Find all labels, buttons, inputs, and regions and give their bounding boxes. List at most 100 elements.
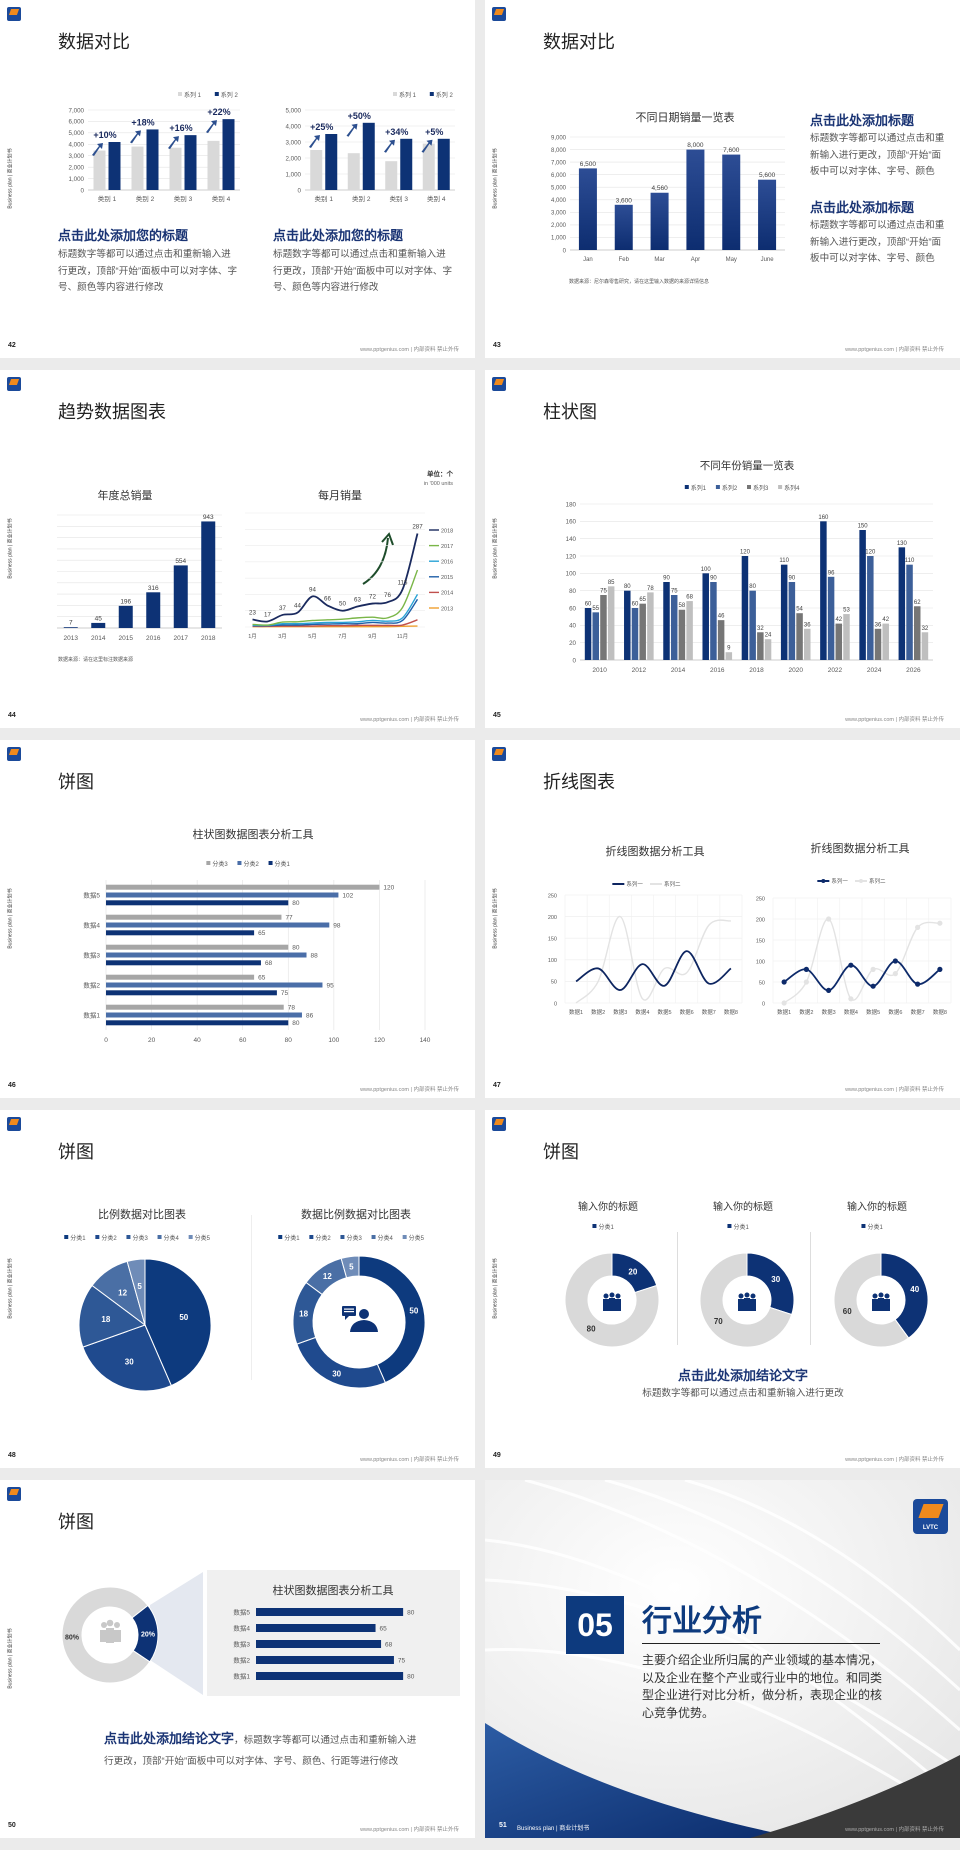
data-label: 32 — [757, 626, 764, 632]
footer-text: www.pptgenius.com | 内部资料 禁止外传 — [360, 347, 459, 353]
bar — [118, 605, 133, 628]
slide-42[interactable]: 数据对比 0 1,000 2,000 3,000 4,000 5,000 6,000 7,00… — [0, 0, 475, 358]
chart-title: 比例数据对比图表 — [98, 1207, 186, 1221]
x-tick-label: 1月 — [248, 633, 257, 640]
bar — [725, 652, 733, 660]
data-label: 96 — [828, 570, 835, 576]
legend-swatch — [747, 485, 751, 489]
slide-50[interactable]: 饼图 20% 80% 柱状图数据图表分析工具 80 数据1 75 数据2 68 数据3 65 数据4… — [0, 1480, 475, 1838]
data-label: 50 — [409, 1307, 418, 1316]
y-tick-label: 数据3 — [233, 1639, 250, 1648]
person-body — [872, 1299, 878, 1311]
logo: LVTC — [913, 1499, 948, 1534]
slide-46[interactable]: 饼图 柱状图数据图表分析工具 0 20 40 60 80 100 120 140 78 86 80 数据… — [0, 740, 475, 1098]
legend-swatch — [278, 1235, 283, 1239]
bar — [906, 564, 913, 660]
page-number: 44 — [8, 712, 16, 719]
block-heading[interactable]: 点击此处添加标题 — [810, 113, 915, 128]
team-icon — [738, 1292, 756, 1311]
side-label: Business plan | 商业计划书 — [492, 148, 499, 209]
person-body — [744, 1298, 750, 1311]
customer-service-icon — [342, 1306, 378, 1332]
data-label: 80 — [292, 900, 300, 907]
block-body[interactable]: 标题数字等都可以通过点击和重新输入进行更改，顶部“开始”面板中可以对字体、字号、… — [273, 249, 453, 294]
data-label: 68 — [686, 595, 693, 601]
slide-51-section-cover[interactable]: LVTC 05 行业分析 主要介绍企业所归属的产业领域的基本情况，以及企业在整个… — [485, 1480, 960, 1838]
block-heading[interactable]: 点击此处添加您的标题 — [58, 228, 189, 243]
slide-48[interactable]: 饼图 比例数据对比图表 50 30 18 12 5 分类1 分类2 分类3 分类4 分类5 数据比例数… — [0, 1110, 475, 1468]
page-number: 48 — [8, 1452, 16, 1459]
slide-title: 折线图表 — [543, 772, 615, 792]
side-label: Business plan | 商业计划书 — [492, 1258, 499, 1319]
slide-49[interactable]: 饼图 输入你的标题 20 80 分类1 输入你的标题 30 70 分类1 输入你的标题 40 60 分… — [485, 1110, 960, 1468]
bar — [859, 530, 866, 660]
bar — [835, 623, 843, 660]
y-tick-label: 2,000 — [551, 223, 567, 229]
bar — [106, 982, 323, 988]
x-tick-label: 数据5 — [866, 1008, 880, 1016]
conclusion-body[interactable]: 标题数字等都可以通过点击和重新输入进行更改 — [642, 1388, 844, 1399]
y-tick-label: 5,000 — [69, 130, 85, 137]
data-label: 80 — [749, 584, 756, 590]
y-tick-label: 150 — [756, 938, 765, 944]
divider — [677, 1232, 678, 1345]
x-tick-label: 9月 — [368, 633, 377, 640]
data-label: 77 — [285, 915, 293, 922]
slide-44[interactable]: 趋势数据图表 单位：个 in '000 units 年度总销量 7 2013 45 20… — [0, 370, 475, 728]
slice — [296, 1336, 386, 1389]
title-underline — [642, 1643, 880, 1644]
slide-43[interactable]: 数据对比 不同日期销量一览表 0 1,000 2,000 3,000 4,000 5,000… — [485, 0, 960, 358]
page-number: 42 — [8, 342, 16, 349]
y-tick-label: 40 — [569, 623, 576, 630]
chart-title: 年度总销量 — [98, 488, 153, 502]
slide-45[interactable]: 柱状图 不同年份销量一览表 0 20 40 60 80 100 120 140 160 180 60 5… — [485, 370, 960, 728]
conclusion-body[interactable]: ，标题数字等都可以通过点击和重新输入进行更改，顶部“开始”面板中可以对字体、字号… — [104, 1735, 417, 1767]
y-tick-label: 数据5 — [233, 1607, 250, 1616]
data-point — [781, 979, 787, 985]
slide-47[interactable]: 折线图表 折线图数据分析工具 0 50 100 150 200 250 数据1 数据2 数据3 数据… — [485, 740, 960, 1098]
footer-label: Business plan | 商业计划书 — [517, 1826, 590, 1832]
bar — [592, 612, 600, 660]
x-tick-label: Apr — [691, 257, 700, 263]
x-tick-label: 2020 — [788, 667, 803, 674]
block-body[interactable]: 标题数字等都可以通过点击和重新输入进行更改，顶部“开始”面板中可以对字体、字号、… — [58, 249, 238, 294]
legend-label: 分类1 — [70, 1234, 86, 1242]
conclusion-heading[interactable]: 点击此处添加结论文字 — [104, 1731, 235, 1746]
dark-wave — [750, 1755, 960, 1838]
y-tick-label: 50 — [551, 980, 557, 986]
bar — [780, 564, 788, 660]
block-body[interactable]: 标题数字等都可以通过点击和重新输入进行更改，顶部“开始”面板中可以对字体、字号、… — [810, 220, 945, 265]
y-tick-label: 250 — [548, 893, 557, 899]
y-tick-label: 100 — [756, 959, 765, 965]
legend-label: 2016 — [441, 560, 453, 566]
bar — [796, 613, 803, 660]
data-label: 65 — [258, 930, 266, 937]
y-tick-label: 数据4 — [83, 920, 100, 929]
bar — [256, 1608, 404, 1616]
chart-title: 折线图数据分析工具 — [606, 844, 705, 858]
y-tick-label: 0 — [762, 1001, 765, 1007]
data-label: 80% — [65, 1634, 80, 1641]
y-tick-label: 4,000 — [551, 198, 567, 204]
person-head — [750, 1293, 756, 1299]
conclusion-heading[interactable]: 点击此处添加结论文字 — [677, 1368, 808, 1383]
bar — [106, 914, 282, 920]
x-tick-label: 60 — [239, 1037, 247, 1044]
data-label: 80 — [587, 1325, 596, 1334]
data-label: 85 — [608, 580, 615, 586]
y-tick-label: 数据5 — [83, 890, 100, 899]
bar — [106, 990, 277, 996]
slice — [78, 1284, 147, 1348]
bar — [624, 590, 631, 660]
block-heading[interactable]: 点击此处添加您的标题 — [273, 228, 404, 243]
logo-mark — [8, 1119, 20, 1125]
footer-text: www.pptgenius.com | 内部资料 禁止外传 — [845, 1827, 944, 1833]
block-body[interactable]: 标题数字等都可以通过点击和重新输入进行更改，顶部“开始”面板中可以对字体、字号、… — [810, 133, 945, 178]
x-tick-label: 数据6 — [680, 1008, 694, 1016]
block-heading[interactable]: 点击此处添加标题 — [810, 200, 915, 215]
data-label: 80 — [292, 1020, 300, 1027]
chart-title: 不同日期销量一览表 — [636, 110, 735, 124]
slice — [699, 1252, 793, 1348]
data-label: 66 — [324, 596, 331, 603]
person-head — [359, 1309, 369, 1319]
